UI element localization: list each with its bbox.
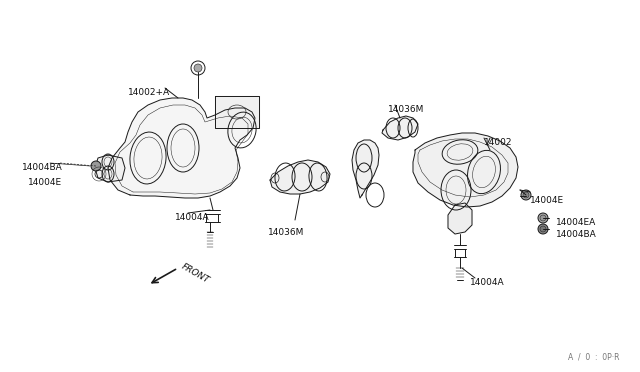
Ellipse shape bbox=[194, 64, 202, 72]
Text: 14004E: 14004E bbox=[530, 196, 564, 205]
Polygon shape bbox=[448, 203, 472, 234]
Text: 14004A: 14004A bbox=[175, 213, 210, 222]
Ellipse shape bbox=[538, 213, 548, 223]
Text: A  /  0  :  0P·R: A / 0 : 0P·R bbox=[568, 353, 620, 362]
Text: 14036M: 14036M bbox=[388, 105, 424, 114]
Text: 14004A: 14004A bbox=[470, 278, 504, 287]
Text: FRONT: FRONT bbox=[180, 262, 211, 285]
Ellipse shape bbox=[540, 215, 546, 221]
Text: 14004BA: 14004BA bbox=[22, 163, 63, 172]
Text: 14004E: 14004E bbox=[28, 178, 62, 187]
Text: 14002+A: 14002+A bbox=[128, 88, 170, 97]
Polygon shape bbox=[413, 133, 518, 207]
Ellipse shape bbox=[91, 161, 101, 171]
Ellipse shape bbox=[521, 190, 531, 200]
Text: 14004EA: 14004EA bbox=[556, 218, 596, 227]
Polygon shape bbox=[215, 96, 259, 128]
Text: 14004BA: 14004BA bbox=[556, 230, 596, 239]
Text: 14002: 14002 bbox=[484, 138, 513, 147]
Polygon shape bbox=[95, 155, 125, 182]
Ellipse shape bbox=[540, 226, 546, 232]
Text: 14036M: 14036M bbox=[268, 228, 305, 237]
Ellipse shape bbox=[523, 192, 529, 198]
Polygon shape bbox=[382, 116, 418, 140]
Polygon shape bbox=[108, 98, 255, 198]
Polygon shape bbox=[270, 160, 330, 194]
Ellipse shape bbox=[538, 224, 548, 234]
Polygon shape bbox=[352, 140, 379, 198]
